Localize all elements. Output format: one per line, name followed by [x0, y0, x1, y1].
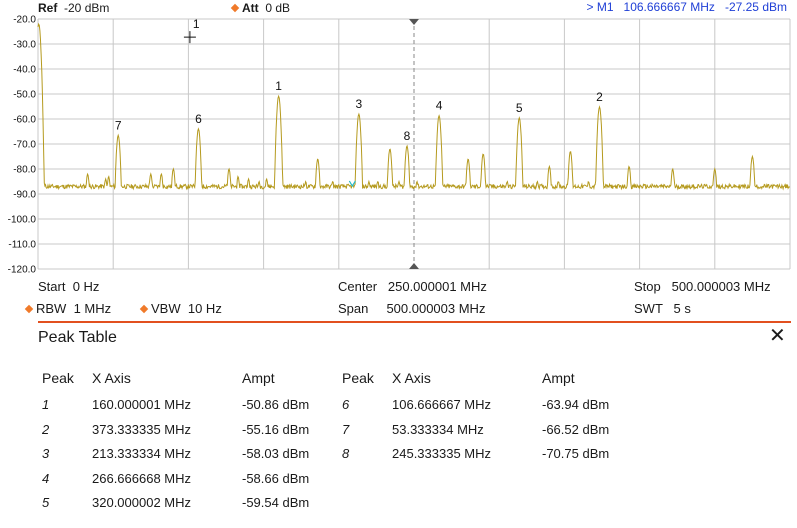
y-tick-label: -110.0 — [8, 240, 36, 251]
y-tick-label: -80.0 — [13, 165, 36, 176]
marker-readout-prefix: > — [586, 0, 594, 14]
marker-cross-label: 1 — [193, 17, 200, 31]
trace-markers: 1 — [183, 17, 356, 188]
peak-index: 1 — [42, 397, 50, 412]
peak-frequency: 266.666668 MHz — [92, 470, 192, 486]
y-tick-label: -40.0 — [13, 65, 36, 76]
chart-grid — [37, 18, 791, 270]
peak-amplitude: -50.86 dBm — [242, 397, 310, 412]
ref-label: Ref — [38, 1, 58, 15]
y-tick-label: -60.0 — [13, 115, 36, 126]
y-tick-label: -50.0 — [13, 90, 36, 101]
peak-label-2: 2 — [596, 90, 603, 104]
stop-label: Stop — [634, 279, 661, 294]
peak-label-7: 7 — [115, 118, 122, 132]
swt-value: 5 s — [673, 301, 691, 316]
peak-index: 7 — [342, 421, 350, 437]
y-tick-label: -70.0 — [13, 140, 36, 151]
y-tick-label: -90.0 — [13, 190, 36, 201]
center-frequency[interactable]: Center 250.000001 MHz — [338, 279, 487, 294]
attenuation[interactable]: Att 0 dB — [231, 1, 290, 15]
peak-amplitude: -70.75 dBm — [542, 446, 610, 461]
y-tick-label: -20.0 — [13, 15, 36, 26]
col-header-peak-2: Peak — [342, 370, 374, 386]
span-label: Span — [338, 301, 369, 316]
span-value: 500.000003 MHz — [386, 301, 486, 316]
y-tick-label: -100.0 — [8, 215, 37, 226]
peak-amplitude: -55.16 dBm — [242, 421, 310, 437]
close-icon[interactable]: ✕ — [769, 325, 786, 347]
center-bottom-triangle — [409, 263, 419, 269]
peak-frequency: 213.333334 MHz — [92, 446, 192, 461]
peak-frequency: 53.333334 MHz — [392, 421, 484, 437]
vbw-setting[interactable]: VBW 10 Hz — [140, 301, 222, 316]
y-axis-ticks: -20.0 -30.0 -40.0 -50.0 -60.0 -70.0 -80.0 -90.0… — [8, 15, 37, 276]
peak-amplitude: -58.66 dBm — [242, 470, 310, 486]
reference-level[interactable]: Ref -20 dBm — [38, 1, 109, 15]
peak-table-title: Peak Table — [38, 329, 117, 346]
spectrum-trace — [37, 22, 790, 191]
peak-amplitude: -63.94 dBm — [542, 397, 610, 412]
stop-value: 500.000003 MHz — [671, 279, 771, 294]
swt-label: SWT — [634, 301, 663, 316]
stop-frequency[interactable]: Stop 500.000003 MHz — [634, 279, 771, 294]
peak-label-8: 8 — [404, 129, 411, 143]
vbw-indicator-icon — [140, 305, 148, 313]
peak-index: 4 — [42, 470, 50, 486]
peak-labels: 1 2 3 4 5 6 7 8 — [115, 79, 603, 143]
att-label: Att — [242, 1, 259, 15]
marker-readout-name: M1 — [596, 0, 614, 14]
att-value: 0 dB — [265, 1, 291, 15]
col-header-ampt-2: Ampt — [542, 370, 575, 386]
peak-amplitude: -58.03 dBm — [242, 446, 310, 461]
peak-frequency: 106.666667 MHz — [392, 397, 492, 412]
rbw-value: 1 MHz — [73, 301, 112, 316]
peak-frequency: 160.000001 MHz — [92, 397, 192, 412]
peak-label-5: 5 — [516, 101, 523, 115]
section-divider — [38, 321, 791, 323]
col-header-peak: Peak — [42, 370, 74, 386]
center-top-triangle — [409, 19, 419, 25]
center-value: 250.000001 MHz — [387, 279, 487, 294]
marker-readout-freq: 106.666667 MHz — [623, 0, 715, 14]
peak-label-4: 4 — [436, 99, 443, 113]
peak-amplitude: -59.54 dBm — [242, 495, 310, 510]
col-header-xaxis: X Axis — [92, 370, 131, 386]
start-label: Start — [38, 279, 66, 294]
peak-frequency: 320.000002 MHz — [92, 495, 192, 510]
rbw-indicator-icon — [25, 305, 33, 313]
peak-index: 2 — [42, 421, 50, 437]
peak-label-1: 1 — [275, 79, 282, 93]
center-label: Center — [338, 279, 378, 294]
col-header-xaxis-2: X Axis — [392, 370, 431, 386]
span-setting[interactable]: Span 500.000003 MHz — [338, 301, 485, 316]
peak-amplitude: -66.52 dBm — [542, 421, 610, 437]
delta-marker-icon — [348, 180, 356, 188]
vbw-value: 10 Hz — [187, 301, 222, 316]
peak-label-6: 6 — [195, 112, 202, 126]
vbw-label: VBW — [151, 301, 181, 316]
y-tick-label: -30.0 — [13, 40, 36, 51]
swt-setting[interactable]: SWT 5 s — [634, 301, 691, 316]
rbw-label: RBW — [36, 301, 67, 316]
marker-readout-ampl: -27.25 dBm — [724, 0, 787, 14]
rbw-setting[interactable]: RBW 1 MHz — [25, 301, 111, 316]
peak-frequency: 245.333335 MHz — [392, 446, 492, 461]
start-frequency[interactable]: Start 0 Hz — [38, 279, 99, 294]
peak-index: 3 — [42, 446, 50, 461]
peak-index: 8 — [342, 446, 350, 461]
y-tick-label: -120.0 — [8, 265, 37, 276]
start-value: 0 Hz — [72, 279, 100, 294]
spectrum-chart[interactable]: -20.0 -30.0 -40.0 -50.0 -60.0 -70.0 -80.0 -90.0… — [0, 0, 797, 280]
peak-index: 5 — [42, 495, 50, 510]
ref-value: -20 dBm — [64, 1, 110, 15]
peak-frequency: 373.333335 MHz — [92, 421, 192, 437]
marker-readout[interactable]: > M1 106.666667 MHz -27.25 dBm — [586, 0, 787, 14]
peak-index: 6 — [342, 397, 350, 412]
peak-label-3: 3 — [356, 97, 363, 111]
col-header-ampt: Ampt — [242, 370, 275, 386]
